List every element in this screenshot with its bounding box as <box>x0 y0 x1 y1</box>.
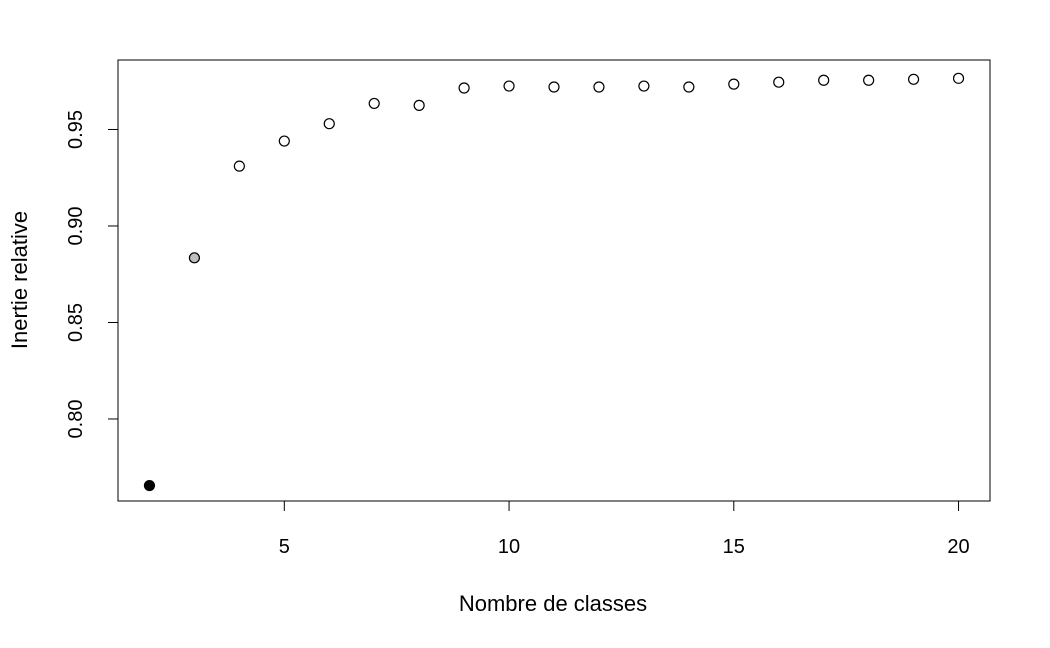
data-point <box>952 72 965 84</box>
data-point <box>818 74 830 86</box>
data-point <box>503 80 515 92</box>
data-point <box>323 118 335 130</box>
data-point <box>728 78 740 90</box>
x-tick-label: 20 <box>947 536 969 558</box>
data-point <box>143 479 156 492</box>
y-tick-label: 0.85 <box>65 303 87 342</box>
y-tick-label: 0.95 <box>65 110 87 149</box>
data-point <box>458 82 470 94</box>
y-axis-title: Inertie relative <box>7 211 32 349</box>
y-tick-label: 0.90 <box>65 207 87 246</box>
data-point <box>683 81 695 93</box>
x-axis-title: Nombre de classes <box>459 591 647 616</box>
plot-frame <box>117 59 991 502</box>
x-axis: 5 10 15 20 <box>279 500 970 558</box>
data-point <box>548 81 560 93</box>
data-point <box>638 80 650 92</box>
data-point <box>413 99 425 111</box>
y-axis: 0.80 0.85 0.90 0.95 <box>65 110 119 439</box>
x-tick-label: 10 <box>498 536 520 558</box>
data-point <box>278 135 290 147</box>
data-point <box>188 252 201 264</box>
data-point <box>863 74 875 86</box>
data-point <box>233 160 245 172</box>
data-point <box>773 76 785 88</box>
y-tick-label: 0.80 <box>65 400 87 439</box>
data-point <box>368 97 380 110</box>
data-point <box>907 73 920 85</box>
data-point <box>593 81 605 93</box>
data-points <box>143 72 965 492</box>
x-tick-label: 5 <box>279 536 290 558</box>
x-tick-label: 15 <box>723 536 745 558</box>
